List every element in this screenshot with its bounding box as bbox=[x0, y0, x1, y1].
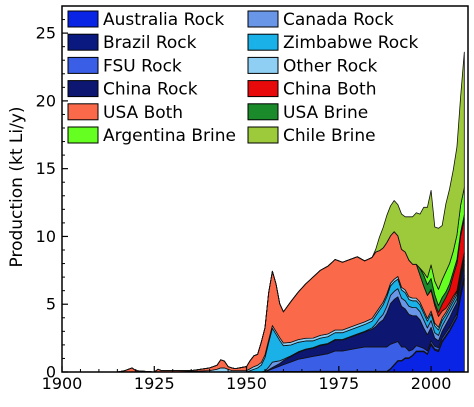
x-tick-label: 1900 bbox=[42, 374, 83, 393]
legend-swatch-chile-brine bbox=[247, 126, 279, 144]
legend-label-chile-brine: Chile Brine bbox=[283, 126, 376, 146]
legend-label-zimbabwe-rock: Zimbabwe Rock bbox=[283, 33, 418, 53]
legend-swatch-brazil-rock bbox=[67, 33, 99, 51]
legend-swatch-other-rock bbox=[247, 56, 279, 74]
legend-swatch-fsu-rock bbox=[67, 56, 99, 74]
y-tick-label: 20 bbox=[36, 91, 56, 110]
legend-swatch-usa-brine bbox=[247, 103, 279, 121]
y-tick-label: 0 bbox=[46, 363, 56, 382]
legend-label-argentina-brine: Argentina Brine bbox=[103, 126, 236, 146]
axes: 1900 1925 1950 1975 2000 0 5 10 15 20 25 bbox=[36, 5, 469, 393]
x-tick-label: 1925 bbox=[134, 374, 175, 393]
legend-swatch-australia-rock bbox=[67, 10, 99, 28]
legend-swatch-china-rock bbox=[67, 80, 99, 98]
area-chile-brine bbox=[61, 51, 465, 373]
y-axis-label: Production (kt Li/y) bbox=[7, 106, 27, 267]
legend-label-usa-brine: USA Brine bbox=[283, 103, 368, 123]
x-tick-label: 1950 bbox=[226, 374, 267, 393]
legend-label-usa-both: USA Both bbox=[103, 103, 183, 123]
legend-swatch-argentina-brine bbox=[67, 126, 99, 144]
y-tick-label: 5 bbox=[46, 295, 56, 314]
legend-label-china-both: China Both bbox=[283, 80, 376, 100]
x-tick-label: 1975 bbox=[318, 374, 359, 393]
legend-label-canada-rock: Canada Rock bbox=[283, 10, 394, 30]
legend-label-other-rock: Other Rock bbox=[283, 56, 377, 76]
stacked-area-series bbox=[61, 51, 465, 373]
legend-swatch-usa-both bbox=[67, 103, 99, 121]
legend-label-china-rock: China Rock bbox=[103, 80, 198, 100]
legend-label-australia-rock: Australia Rock bbox=[103, 10, 224, 30]
legend-swatch-zimbabwe-rock bbox=[247, 33, 279, 51]
legend: Australia Rock Canada Rock Brazil Rock Zimb… bbox=[67, 10, 418, 146]
legend-label-fsu-rock: FSU Rock bbox=[103, 56, 182, 76]
x-tick-label: 2000 bbox=[411, 374, 452, 393]
y-tick-label: 10 bbox=[36, 227, 56, 246]
legend-swatch-china-both bbox=[247, 80, 279, 98]
y-tick-label: 15 bbox=[36, 159, 56, 178]
legend-label-brazil-rock: Brazil Rock bbox=[103, 33, 197, 53]
y-tick-label: 25 bbox=[36, 24, 56, 43]
legend-swatch-canada-rock bbox=[247, 10, 279, 28]
